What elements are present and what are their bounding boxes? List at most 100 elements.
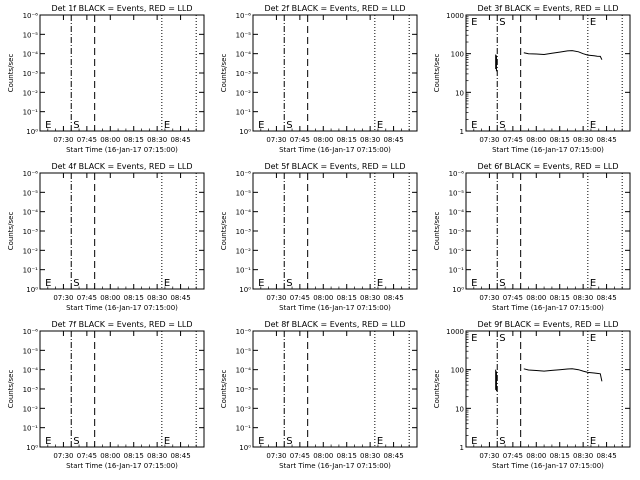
x-tick-label: 08:15 <box>550 452 570 460</box>
x-tick-label: 08:00 <box>526 294 546 302</box>
y-tick-label: 10⁻⁴ <box>236 51 252 59</box>
x-axis-label: Start Time (16-Jan-17 07:15:00) <box>279 146 391 154</box>
x-tick-label: 08:00 <box>100 452 120 460</box>
x-tick-label: 07:45 <box>290 136 310 144</box>
panel-title: Det 9f BLACK = Events, RED = LLD <box>477 320 618 329</box>
x-tick-label: 08:30 <box>360 136 380 144</box>
x-tick-label: 07:45 <box>503 294 523 302</box>
y-tick-label: 10⁻⁶ <box>236 328 252 336</box>
marker-label: S <box>73 278 79 289</box>
marker-label: E <box>590 120 596 131</box>
x-axis-label: Start Time (16-Jan-17 07:15:00) <box>492 462 604 470</box>
y-axis-label: Counts/sec <box>433 212 441 251</box>
x-axis-label: Start Time (16-Jan-17 07:15:00) <box>279 304 391 312</box>
y-tick-label: 10⁻³ <box>23 70 39 78</box>
marker-label: S <box>73 436 79 447</box>
x-axis-label: Start Time (16-Jan-17 07:15:00) <box>279 462 391 470</box>
marker-label: S <box>499 278 505 289</box>
marker-label: E <box>258 436 264 447</box>
x-tick-label: 07:30 <box>266 136 286 144</box>
marker-label: S <box>286 436 292 447</box>
marker-label: E <box>45 120 51 131</box>
x-tick-label: 08:30 <box>573 294 593 302</box>
x-tick-label: 08:00 <box>526 452 546 460</box>
marker-label: E <box>377 120 383 131</box>
marker-label-top: E <box>590 17 596 28</box>
y-tick-label: 100 <box>451 367 464 375</box>
x-tick-label: 08:15 <box>337 294 357 302</box>
marker-label-top: E <box>590 333 596 344</box>
y-tick-label: 10⁻¹ <box>23 425 39 433</box>
x-tick-label: 08:30 <box>147 294 167 302</box>
x-tick-label: 07:30 <box>266 294 286 302</box>
y-tick-label: 100 <box>451 51 464 59</box>
y-tick-label: 10⁻⁴ <box>23 209 39 217</box>
panel-title: Det 5f BLACK = Events, RED = LLD <box>264 162 405 171</box>
x-tick-label: 08:45 <box>383 136 403 144</box>
y-tick-label: 1 <box>460 128 464 136</box>
x-tick-label: 08:15 <box>124 294 144 302</box>
x-tick-label: 07:30 <box>53 452 73 460</box>
x-tick-label: 08:45 <box>383 452 403 460</box>
marker-label: E <box>471 120 477 131</box>
plot-frame <box>465 330 631 448</box>
y-tick-label: 10⁻⁵ <box>23 189 39 197</box>
x-tick-label: 08:45 <box>170 294 190 302</box>
x-tick-label: 08:15 <box>124 136 144 144</box>
y-tick-label: 10⁻¹ <box>23 109 39 117</box>
marker-label: S <box>286 120 292 131</box>
y-tick-label: 10⁻² <box>236 405 252 413</box>
x-tick-label: 08:00 <box>313 136 333 144</box>
plot-frame <box>39 172 205 290</box>
panel-title: Det 2f BLACK = Events, RED = LLD <box>264 4 405 13</box>
x-tick-label: 07:45 <box>77 452 97 460</box>
marker-label: E <box>377 436 383 447</box>
x-tick-label: 08:30 <box>147 452 167 460</box>
panel-title: Det 8f BLACK = Events, RED = LLD <box>264 320 405 329</box>
marker-label-top: S <box>499 333 505 344</box>
x-tick-label: 08:45 <box>170 136 190 144</box>
plot-frame <box>252 14 418 132</box>
plot-frame <box>252 330 418 448</box>
marker-label: S <box>499 120 505 131</box>
panel-title: Det 6f BLACK = Events, RED = LLD <box>477 162 618 171</box>
marker-label: E <box>45 278 51 289</box>
y-tick-label: 10⁻¹ <box>236 267 252 275</box>
x-tick-label: 08:30 <box>360 294 380 302</box>
plot-frame <box>465 14 631 132</box>
y-tick-label: 10⁻¹ <box>449 267 465 275</box>
panel-9: Det 9f BLACK = Events, RED = LLD 1000 100 1… <box>433 320 631 470</box>
panel-title: Det 4f BLACK = Events, RED = LLD <box>51 162 192 171</box>
x-tick-label: 08:00 <box>313 294 333 302</box>
y-tick-label: 10⁻⁶ <box>23 12 39 20</box>
y-tick-label: 10⁻² <box>449 247 465 255</box>
panel-7: Det 7f BLACK = Events, RED = LLD 10⁰ 10⁻¹ 1… <box>7 320 205 470</box>
y-tick-label: 10⁰ <box>452 286 464 294</box>
panel-3: Det 3f BLACK = Events, RED = LLD 1000 100 1… <box>433 4 631 154</box>
y-tick-label: 10 <box>455 405 464 413</box>
y-tick-label: 1000 <box>446 328 464 336</box>
x-axis-label: Start Time (16-Jan-17 07:15:00) <box>66 304 178 312</box>
x-tick-label: 08:15 <box>124 452 144 460</box>
y-tick-label: 10⁻⁴ <box>236 367 252 375</box>
y-tick-label: 10⁻⁵ <box>236 31 252 39</box>
y-tick-label: 10⁰ <box>26 286 38 294</box>
y-tick-label: 10 <box>455 89 464 97</box>
marker-label: E <box>258 120 264 131</box>
panel-4: Det 4f BLACK = Events, RED = LLD 10⁰ 10⁻¹ 1… <box>7 162 205 312</box>
panel-2: Det 2f BLACK = Events, RED = LLD 10⁰ 10⁻¹ 1… <box>220 4 418 154</box>
y-tick-label: 10⁻⁴ <box>236 209 252 217</box>
x-tick-label: 08:45 <box>596 294 616 302</box>
x-tick-label: 07:30 <box>53 294 73 302</box>
marker-label: E <box>471 278 477 289</box>
x-tick-label: 08:15 <box>550 136 570 144</box>
x-tick-label: 08:00 <box>100 294 120 302</box>
y-tick-label: 1000 <box>446 12 464 20</box>
marker-label-top: E <box>471 333 477 344</box>
x-tick-label: 07:30 <box>479 136 499 144</box>
x-tick-label: 08:00 <box>526 136 546 144</box>
y-tick-label: 10⁻⁵ <box>23 347 39 355</box>
y-tick-label: 10⁻⁶ <box>236 170 252 178</box>
marker-label: E <box>471 436 477 447</box>
